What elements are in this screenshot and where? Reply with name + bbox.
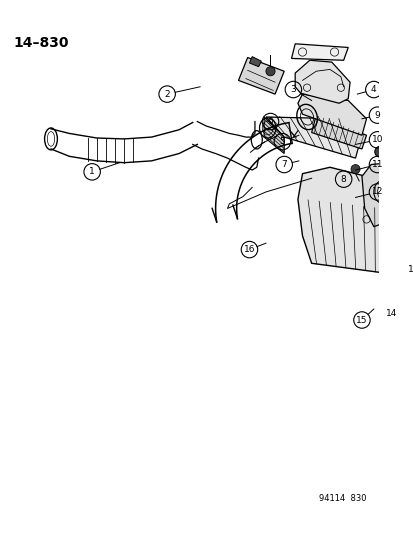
Text: 7: 7 — [281, 160, 286, 169]
Text: 14: 14 — [385, 309, 397, 318]
Text: 1: 1 — [89, 167, 95, 176]
Text: 4: 4 — [370, 85, 376, 94]
Circle shape — [374, 146, 385, 157]
Text: 12: 12 — [371, 188, 382, 197]
Polygon shape — [249, 56, 261, 67]
Circle shape — [350, 165, 359, 174]
Polygon shape — [263, 117, 284, 154]
Text: 6: 6 — [267, 117, 273, 126]
Text: 10: 10 — [371, 135, 382, 144]
Text: 14–830: 14–830 — [14, 36, 69, 51]
Polygon shape — [297, 94, 366, 135]
Polygon shape — [238, 58, 284, 94]
Polygon shape — [297, 167, 384, 272]
Text: 13: 13 — [407, 265, 413, 274]
Text: 5: 5 — [279, 137, 285, 146]
Text: 3: 3 — [290, 85, 296, 94]
Text: 16: 16 — [243, 245, 254, 254]
Text: 8: 8 — [340, 175, 346, 184]
Polygon shape — [291, 44, 347, 60]
Polygon shape — [361, 163, 400, 227]
Text: 94114  830: 94114 830 — [318, 494, 366, 503]
Polygon shape — [311, 115, 366, 149]
Text: 2: 2 — [164, 90, 170, 99]
Text: 15: 15 — [355, 316, 367, 325]
Text: 9: 9 — [374, 111, 380, 119]
Text: 11: 11 — [371, 160, 382, 169]
Polygon shape — [265, 117, 358, 158]
Polygon shape — [294, 60, 349, 103]
Circle shape — [389, 152, 401, 165]
Circle shape — [265, 67, 274, 76]
